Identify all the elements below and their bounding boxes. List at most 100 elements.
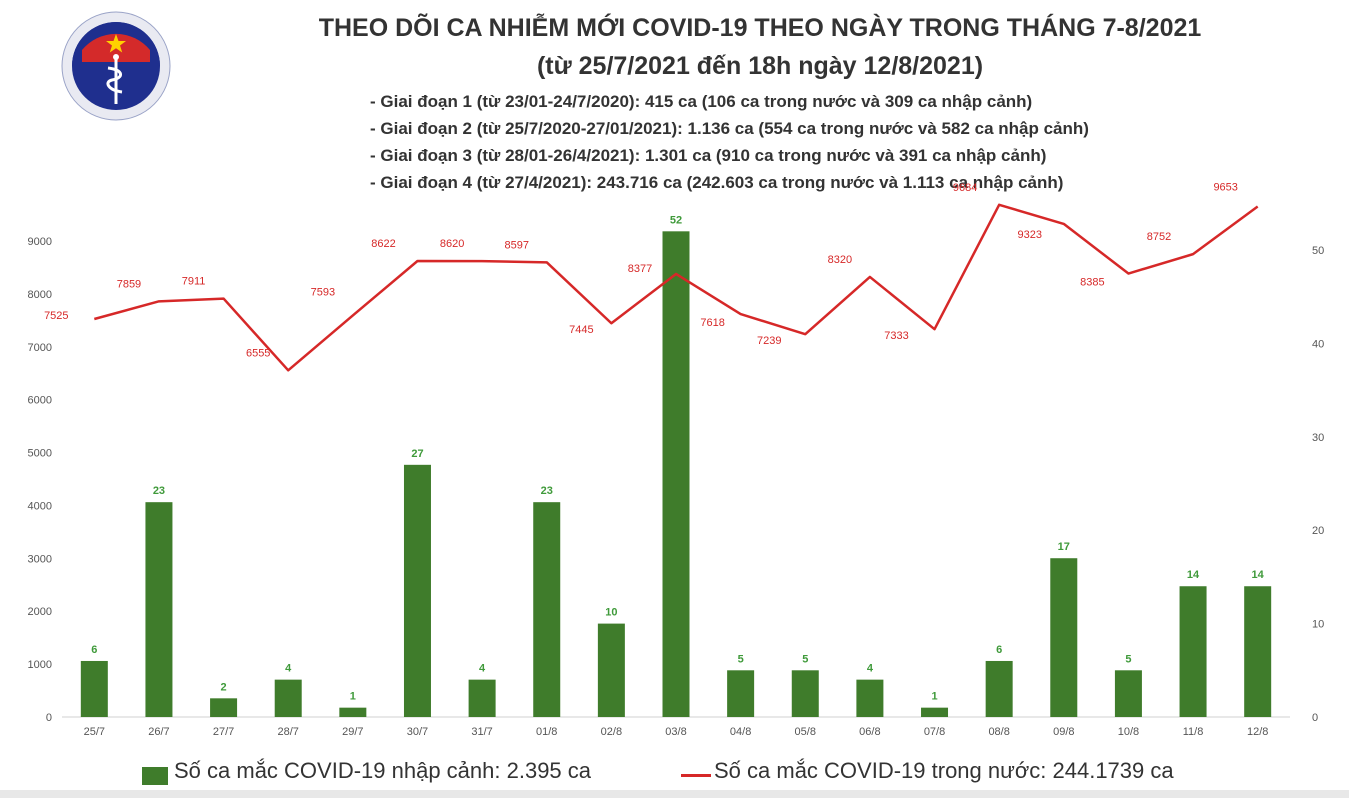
right-axis-tick-label: 10 [1312,619,1324,631]
line-value-label: 7525 [44,310,68,322]
left-axis-tick-label: 6000 [28,395,52,407]
imported-cases-bar [1179,586,1207,717]
x-axis-tick-label: 26/7 [148,726,169,738]
imported-cases-bar [1114,670,1142,717]
imported-cases-bar [210,698,238,717]
ministry-of-health-logo [61,11,171,121]
imported-cases-bar [597,623,625,717]
bar-value-label: 1 [350,691,356,703]
line-value-label: 8597 [504,239,528,251]
x-axis-tick-label: 30/7 [407,726,428,738]
bar-value-label: 27 [411,448,423,460]
imported-cases-bar [533,502,561,717]
bar-value-label: 52 [670,214,682,226]
x-axis-tick-label: 01/8 [536,726,557,738]
x-axis-tick-label: 07/8 [924,726,945,738]
imported-cases-bar [727,670,755,717]
imported-cases-bar [1050,558,1078,717]
bar-value-label: 23 [153,485,165,497]
right-axis-tick-label: 0 [1312,712,1318,724]
imported-cases-bar [856,679,884,717]
bar-value-label: 5 [1125,653,1131,665]
line-value-label: 7911 [182,276,206,288]
imported-cases-bar [1244,586,1272,717]
line-value-label: 8385 [1080,277,1104,289]
bar-value-label: 4 [285,663,292,675]
left-axis-tick-label: 4000 [28,500,52,512]
legend-bar-swatch [142,767,168,785]
bar-value-label: 5 [802,653,808,665]
right-axis-tick-label: 40 [1312,338,1324,350]
period-2-text: - Giai đoạn 2 (từ 25/7/2020-27/01/2021):… [370,119,1089,138]
line-value-label: 8622 [371,238,395,250]
imported-cases-bar [274,679,302,717]
imported-cases-bar [662,231,690,717]
imported-cases-bar [403,464,431,717]
domestic-cases-line [93,203,1259,372]
imported-cases-bar [468,679,496,717]
bar-value-label: 2 [221,681,227,693]
x-axis-tick-label: 08/8 [988,726,1009,738]
x-axis-tick-label: 29/7 [342,726,363,738]
line-value-label: 9684 [953,182,977,194]
x-axis-tick-label: 03/8 [665,726,686,738]
bar-value-label: 14 [1187,569,1200,581]
left-axis-tick-label: 0 [46,712,52,724]
line-value-label: 7333 [884,330,908,342]
imported-cases-bar [985,660,1013,717]
right-axis-tick-label: 30 [1312,432,1324,444]
bar-value-label: 5 [738,653,744,665]
left-axis-tick-label: 9000 [28,236,52,248]
x-axis-tick-label: 25/7 [84,726,105,738]
period-4-text: - Giai đoạn 4 (từ 27/4/2021): 243.716 ca… [370,173,1064,192]
bar-value-label: 4 [867,663,874,675]
imported-cases-bar [80,660,108,717]
line-value-label: 9323 [1018,229,1042,241]
left-axis-tick-label: 2000 [28,606,52,618]
x-axis-tick-label: 06/8 [859,726,880,738]
bar-value-label: 4 [479,663,486,675]
line-value-label: 9653 [1213,181,1237,193]
right-axis-tick-label: 50 [1312,245,1324,257]
imported-cases-bar [791,670,819,717]
bar-value-label: 6 [996,644,1002,656]
line-value-label: 7859 [117,278,141,290]
imported-cases-bar [921,707,949,717]
chart-subtitle: (từ 25/7/2021 đến 18h ngày 12/8/2021) [536,52,984,80]
left-axis-tick-label: 7000 [28,342,52,354]
chart-title: THEO DÕI CA NHIỄM MỚI COVID-19 THEO NGÀY… [318,14,1202,42]
left-axis-tick-label: 1000 [28,659,52,671]
line-value-label: 8320 [828,254,852,266]
bar-value-label: 10 [605,607,617,619]
x-axis-tick-label: 11/8 [1183,726,1204,738]
line-value-label: 7618 [700,317,724,329]
imported-cases-bar [145,502,173,717]
line-value-label: 6555 [246,347,270,359]
x-axis-tick-label: 27/7 [213,726,234,738]
legend-imported-cases: Số ca mắc COVID-19 nhập cảnh: 2.395 ca [174,758,592,783]
x-axis-tick-label: 09/8 [1053,726,1074,738]
x-axis-tick-label: 04/8 [730,726,751,738]
x-axis-tick-label: 02/8 [601,726,622,738]
period-1-text: - Giai đoạn 1 (từ 23/01-24/7/2020): 415 … [370,92,1033,111]
bar-value-label: 1 [931,691,937,703]
left-axis-tick-label: 5000 [28,448,52,460]
left-axis-tick-label: 3000 [28,553,52,565]
x-axis-tick-label: 31/7 [471,726,492,738]
x-axis-tick-label: 10/8 [1118,726,1139,738]
line-value-label: 7593 [311,286,335,298]
bar-value-label: 23 [541,485,553,497]
bar-value-label: 17 [1058,541,1070,553]
line-value-label: 7445 [569,324,593,336]
x-axis-tick-label: 12/8 [1247,726,1268,738]
legend-line-swatch [681,774,711,777]
line-value-label: 8377 [628,263,652,275]
line-value-label: 7239 [757,335,781,347]
line-value-label: 8620 [440,238,464,250]
right-axis-tick-label: 20 [1312,525,1324,537]
x-axis-tick-label: 28/7 [277,726,298,738]
left-axis-tick-label: 8000 [28,289,52,301]
bottom-strip [0,790,1349,798]
line-value-label: 8752 [1147,231,1171,243]
